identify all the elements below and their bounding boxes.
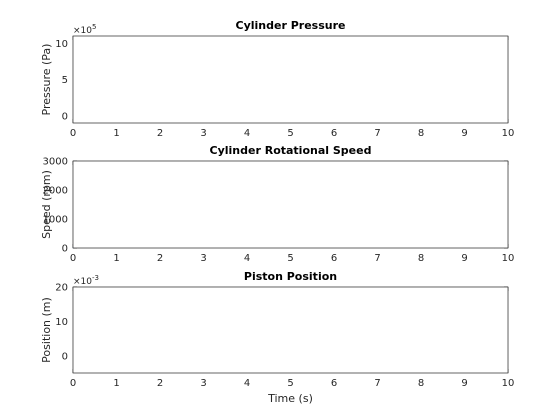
y-tick-label: 10 xyxy=(55,317,68,328)
chart-title: Piston Position xyxy=(244,270,337,283)
x-tick-label: 6 xyxy=(331,378,337,389)
y-tick-label: 1000 xyxy=(43,215,68,226)
axes-box xyxy=(72,35,509,124)
x-axis-label: Time (s) xyxy=(267,392,313,405)
exponent-base: ×10 xyxy=(73,277,92,287)
x-tick-label: 7 xyxy=(374,378,380,389)
y-tick-label: 0 xyxy=(62,244,68,255)
x-tick-label: 0 xyxy=(70,378,76,389)
x-tick-label: 0 xyxy=(70,128,76,139)
x-tick-label: 8 xyxy=(418,253,424,264)
x-tick-label: 5 xyxy=(287,378,293,389)
x-tick-label: 6 xyxy=(331,253,337,264)
x-tick-label: 4 xyxy=(244,128,250,139)
y-tick-label: 2000 xyxy=(43,186,68,197)
x-tick-label: 9 xyxy=(461,253,467,264)
x-tick-label: 3 xyxy=(200,128,206,139)
x-tick-label: 1 xyxy=(113,128,119,139)
exponent-base: ×10 xyxy=(73,26,92,36)
x-tick-label: 2 xyxy=(157,128,163,139)
x-tick-label: 4 xyxy=(244,253,250,264)
x-tick-label: 6 xyxy=(331,128,337,139)
exponent-power: 5 xyxy=(92,23,96,31)
x-tick-label: 10 xyxy=(502,128,515,139)
x-tick-label: 2 xyxy=(157,378,163,389)
x-tick-label: 5 xyxy=(287,253,293,264)
x-tick-label: 8 xyxy=(418,378,424,389)
x-tick-label: 10 xyxy=(502,253,515,264)
x-tick-label: 5 xyxy=(287,128,293,139)
y-tick-label: 0 xyxy=(62,351,68,362)
subplot-3: 0 1 2 3 4 5 6 7 8 9 10 0 10 20 Piston Position Position… xyxy=(40,270,514,405)
x-tick-label: 10 xyxy=(502,378,515,389)
y-tick-label: 10 xyxy=(55,39,68,50)
x-tick-label: 0 xyxy=(70,253,76,264)
y-axis-label: Position (m) xyxy=(40,297,53,363)
chart-title: Cylinder Rotational Speed xyxy=(210,144,372,157)
y-tick-label: 20 xyxy=(55,283,68,294)
axes-box xyxy=(72,160,509,249)
x-tick-label: 9 xyxy=(461,378,467,389)
y-tick-label: 3000 xyxy=(43,157,68,168)
x-tick-label: 1 xyxy=(113,378,119,389)
y-exponent-multiplier: ×10-3 xyxy=(73,274,99,287)
x-tick-label: 3 xyxy=(200,378,206,389)
x-tick-label: 2 xyxy=(157,253,163,264)
x-tick-label: 3 xyxy=(200,253,206,264)
chart-title: Cylinder Pressure xyxy=(236,19,346,32)
x-tick-label: 7 xyxy=(374,253,380,264)
subplot-2: 0 1 2 3 4 5 6 7 8 9 10 0 1000 2000 3000 Cylinder Rotati… xyxy=(40,144,514,264)
x-tick-label: 8 xyxy=(418,128,424,139)
y-axis-label: Speed (rpm) xyxy=(40,170,53,239)
subplot-1: 0 1 2 3 4 5 6 7 8 9 10 0 5 10 Cylinder Pressure Pressur… xyxy=(40,19,514,139)
x-tick-label: 1 xyxy=(113,253,119,264)
axes-box xyxy=(72,286,509,374)
y-exponent-multiplier: ×105 xyxy=(73,23,96,36)
y-tick-label: 0 xyxy=(62,111,68,122)
exponent-power: -3 xyxy=(92,274,99,282)
x-tick-label: 4 xyxy=(244,378,250,389)
y-axis-label: Pressure (Pa) xyxy=(40,44,53,116)
y-tick-label: 5 xyxy=(62,75,68,86)
x-tick-label: 7 xyxy=(374,128,380,139)
x-tick-label: 9 xyxy=(461,128,467,139)
